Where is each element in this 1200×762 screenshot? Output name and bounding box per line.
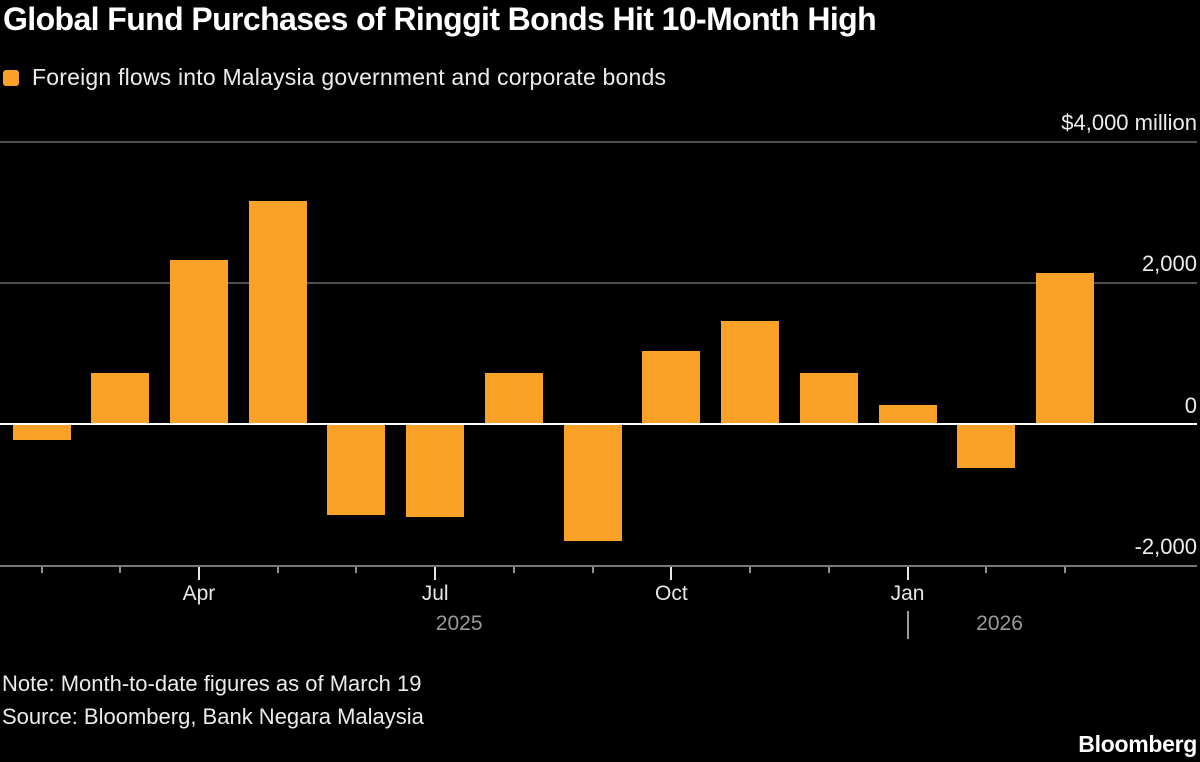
bar-dec-2025 bbox=[799, 373, 858, 424]
x-tick-minor bbox=[276, 566, 279, 573]
zero-line bbox=[0, 422, 1197, 425]
x-tick-minor bbox=[749, 566, 752, 573]
bar-jul-2025 bbox=[406, 423, 465, 517]
bar-aug-2025 bbox=[484, 373, 543, 424]
year-label-2026: 2026 bbox=[976, 612, 1023, 635]
legend: Foreign flows into Malaysia government a… bbox=[3, 64, 666, 91]
x-tick-minor bbox=[40, 566, 43, 573]
bar-jan-2026 bbox=[878, 405, 937, 424]
x-tick-minor bbox=[512, 566, 515, 573]
bar-mar-2026-month-to-date bbox=[1035, 272, 1094, 424]
bar-feb-2026 bbox=[957, 423, 1016, 468]
y-axis-label-4000: $4,000 million bbox=[1061, 110, 1197, 135]
bloomberg-logo: Bloomberg bbox=[1078, 731, 1197, 757]
x-tick-minor bbox=[119, 566, 122, 573]
gridline-2000 bbox=[0, 282, 1197, 285]
y-axis-label-2000: 2,000 bbox=[1141, 251, 1197, 277]
y-axis-label-0: 0 bbox=[1184, 392, 1197, 418]
x-tick-major bbox=[197, 566, 200, 580]
x-tick-minor bbox=[985, 566, 988, 573]
source-text: Source: Bloomberg, Bank Negara Malaysia bbox=[2, 704, 424, 729]
bar-nov-2025 bbox=[721, 320, 780, 424]
x-tick-minor bbox=[355, 566, 358, 573]
bar-may-2025 bbox=[248, 200, 307, 424]
footnotes: Note: Month-to-date figures as of March … bbox=[2, 667, 424, 733]
legend-swatch bbox=[3, 69, 19, 86]
legend-label: Foreign flows into Malaysia government a… bbox=[32, 64, 667, 90]
plot-area: $4,000 million 2,000 0 -2,000 Apr Jul Oct Jan 20… bbox=[0, 110, 1197, 639]
x-axis-label-jul: Jul bbox=[421, 582, 449, 605]
bar-oct-2025 bbox=[642, 351, 701, 424]
x-tick-minor bbox=[591, 566, 594, 573]
bar-jun-2025 bbox=[327, 423, 386, 516]
y-axis-label--2000: -2,000 bbox=[1134, 533, 1197, 559]
bar-feb-2025 bbox=[12, 423, 71, 441]
x-tick-minor bbox=[827, 566, 830, 573]
x-tick-minor bbox=[1063, 566, 1066, 573]
note-text: Note: Month-to-date figures as of March … bbox=[2, 671, 422, 696]
bar-mar-2025 bbox=[91, 373, 150, 424]
gridline-4000 bbox=[0, 141, 1197, 143]
x-axis-label-jan: Jan bbox=[890, 582, 925, 605]
bar-sep-2025 bbox=[563, 423, 622, 542]
bar-apr-2025 bbox=[169, 260, 228, 424]
year-divider bbox=[906, 611, 909, 639]
x-axis-line bbox=[0, 564, 1197, 567]
year-label-2025: 2025 bbox=[435, 612, 483, 635]
x-axis-label-oct: Oct bbox=[654, 582, 688, 605]
x-tick-major bbox=[434, 566, 437, 580]
x-tick-major bbox=[670, 566, 673, 580]
x-tick-major bbox=[906, 566, 909, 580]
x-axis-label-apr: Apr bbox=[182, 582, 216, 605]
chart-title: Global Fund Purchases of Ringgit Bonds H… bbox=[3, 1, 877, 37]
